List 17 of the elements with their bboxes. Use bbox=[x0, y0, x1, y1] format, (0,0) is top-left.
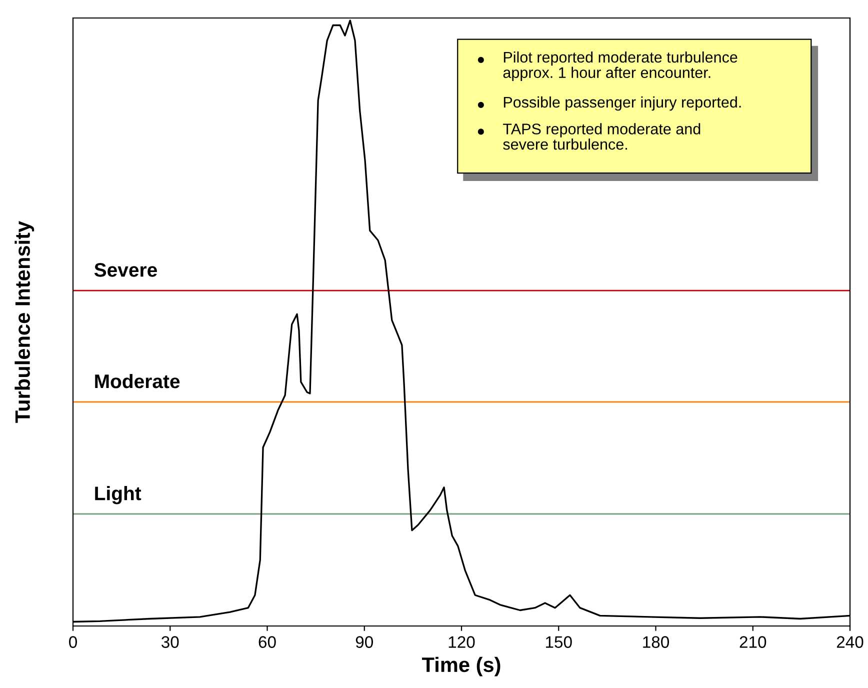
x-tick-label: 240 bbox=[836, 636, 864, 648]
x-axis-title: Time (s) bbox=[422, 656, 500, 676]
x-tick-label: 0 bbox=[69, 636, 77, 648]
y-axis-title: Turbulence Intensity bbox=[14, 221, 34, 423]
annotation: Possible passenger injury reported. bbox=[504, 96, 741, 111]
x-tick-label: 120 bbox=[448, 636, 475, 648]
x-tick-label: 210 bbox=[740, 636, 766, 648]
ref-line-label: Moderate bbox=[95, 374, 180, 388]
x-tick-label: 30 bbox=[161, 636, 179, 648]
x-tick-label: 150 bbox=[546, 636, 572, 648]
x-tick-label: 90 bbox=[356, 636, 373, 648]
annotation: Pilot reported moderate turbulence approx. 1 hour after encounter. bbox=[503, 51, 738, 82]
ref-line-label: Light bbox=[95, 486, 142, 504]
x-tick-label: 60 bbox=[258, 636, 276, 648]
ref-line-label: Severe bbox=[94, 263, 157, 277]
annotation: TAPS reported moderate and severe turbulence. bbox=[503, 123, 700, 150]
x-tick-label: 180 bbox=[643, 636, 670, 648]
